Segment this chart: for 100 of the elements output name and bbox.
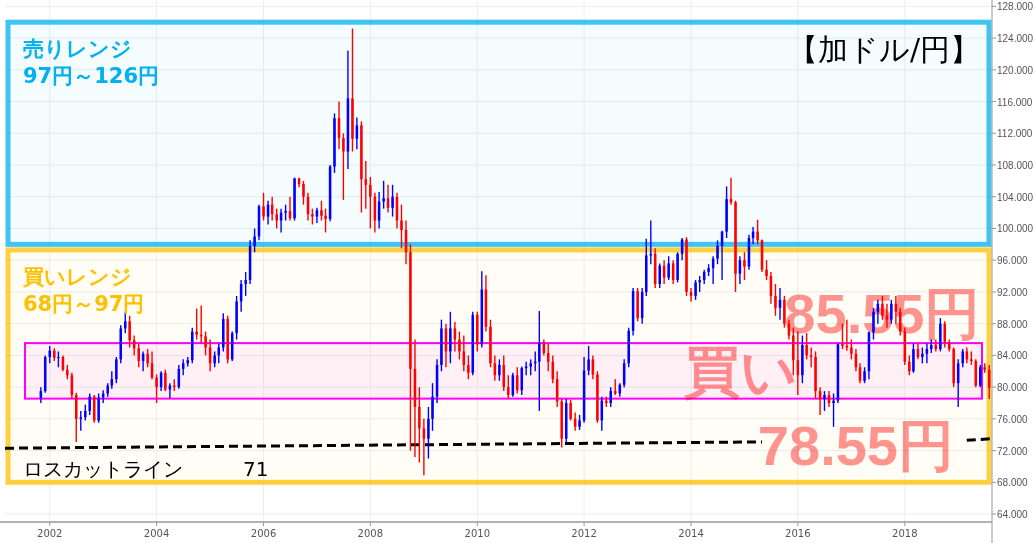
x-tick-label: 2014 bbox=[678, 528, 704, 539]
x-tick-label: 2018 bbox=[892, 528, 918, 539]
candlestick bbox=[507, 374, 510, 400]
candlestick bbox=[658, 262, 661, 289]
candlestick bbox=[391, 184, 394, 218]
y-tick-label: 76.000 bbox=[997, 413, 1029, 425]
series-label: ロスカットライン 71 bbox=[23, 457, 269, 482]
candlestick bbox=[74, 391, 78, 443]
candlestick bbox=[832, 392, 835, 428]
candlestick bbox=[351, 27, 354, 153]
candlestick bbox=[57, 350, 60, 368]
candlestick bbox=[667, 255, 670, 281]
candlestick bbox=[213, 350, 216, 368]
candlestick bbox=[743, 251, 746, 281]
candlestick bbox=[418, 386, 421, 464]
y-tick-label: 64.000 bbox=[997, 509, 1029, 521]
candlestick bbox=[609, 386, 612, 408]
candlestick bbox=[458, 330, 461, 361]
candlestick bbox=[908, 354, 911, 376]
candlestick bbox=[961, 348, 965, 368]
y-tick-label: 72.000 bbox=[997, 445, 1029, 457]
x-tick-label: 2010 bbox=[464, 528, 491, 539]
candlestick bbox=[137, 342, 140, 368]
candlestick bbox=[467, 354, 470, 380]
x-tick-label: 2004 bbox=[143, 528, 170, 539]
candlestick bbox=[694, 279, 697, 301]
x-tick-label: 2002 bbox=[37, 528, 63, 539]
x-tick-label: 2012 bbox=[571, 528, 597, 539]
candlestick bbox=[369, 176, 372, 230]
candlestick bbox=[284, 203, 287, 222]
candlestick bbox=[587, 345, 590, 376]
candlestick bbox=[342, 132, 345, 201]
candlestick bbox=[676, 251, 679, 284]
candlestick bbox=[983, 362, 986, 374]
candlestick bbox=[636, 287, 639, 322]
candlestick bbox=[498, 358, 501, 382]
candlestick bbox=[685, 236, 688, 297]
candlestick bbox=[333, 112, 336, 174]
candlestick bbox=[427, 406, 430, 460]
y-tick-label: 96.000 bbox=[997, 255, 1029, 267]
y-tick-label: 68.000 bbox=[997, 477, 1029, 489]
candlestick bbox=[538, 310, 541, 412]
annotation: 78.55円 bbox=[757, 413, 954, 477]
candlestick bbox=[164, 368, 167, 392]
candlestick bbox=[979, 364, 982, 388]
candlestick bbox=[311, 207, 314, 226]
candlestick bbox=[912, 342, 915, 374]
candlestick bbox=[734, 200, 737, 293]
candlestick bbox=[605, 395, 608, 408]
candlestick bbox=[302, 180, 305, 206]
x-tick-label: 2006 bbox=[250, 528, 277, 539]
y-tick-label: 112.000 bbox=[997, 128, 1033, 140]
candlestick bbox=[489, 319, 492, 368]
candlestick bbox=[244, 271, 247, 297]
candlestick bbox=[502, 354, 506, 392]
candlestick bbox=[716, 239, 719, 265]
candlestick bbox=[275, 207, 278, 230]
candlestick bbox=[409, 243, 412, 452]
candlestick bbox=[725, 185, 728, 239]
candlestick bbox=[235, 295, 238, 341]
y-tick-label: 108.000 bbox=[997, 160, 1034, 172]
candlestick bbox=[195, 307, 198, 341]
y-tick-label: 80.000 bbox=[997, 382, 1029, 394]
text: 【加ドル/円】 bbox=[787, 32, 980, 67]
candlestick bbox=[66, 364, 69, 380]
candlestick bbox=[360, 120, 363, 214]
candlestick bbox=[823, 390, 826, 412]
y-tick-label: 100.000 bbox=[997, 223, 1034, 235]
band-label: 買いレンジ 68円～97円 bbox=[22, 264, 145, 316]
candlestick bbox=[115, 356, 118, 384]
y-tick-label: 88.000 bbox=[997, 318, 1029, 330]
candlestick bbox=[765, 259, 768, 281]
candlestick bbox=[382, 180, 385, 210]
y-tick-label: 92.000 bbox=[997, 286, 1029, 298]
candlestick bbox=[400, 203, 403, 250]
y-tick-label: 128.000 bbox=[997, 1, 1034, 13]
candlestick bbox=[204, 330, 207, 357]
candlestick bbox=[253, 227, 256, 253]
candlestick bbox=[440, 319, 443, 372]
candlestick bbox=[814, 350, 817, 400]
candlestick bbox=[756, 219, 759, 246]
candlestick bbox=[569, 399, 572, 422]
candlestick bbox=[801, 334, 804, 384]
candlestick bbox=[596, 370, 599, 424]
y-tick-label: 116.000 bbox=[997, 96, 1033, 108]
x-tick-label: 2008 bbox=[357, 528, 384, 539]
y-tick-label: 124.000 bbox=[997, 33, 1034, 45]
band-label: 売りレンジ 97円～126円 bbox=[23, 37, 160, 89]
candlestick bbox=[449, 311, 452, 365]
candlestick bbox=[431, 382, 434, 432]
annotation: 買い bbox=[683, 339, 797, 403]
candlestick bbox=[97, 392, 100, 424]
candlestick bbox=[520, 365, 524, 396]
y-tick-label: 120.000 bbox=[997, 64, 1034, 76]
candlestick bbox=[863, 366, 866, 384]
candlestick bbox=[707, 263, 710, 277]
candlestick bbox=[128, 315, 131, 349]
candlestick bbox=[320, 200, 323, 222]
candlestick bbox=[155, 373, 158, 404]
candlestick bbox=[970, 350, 973, 366]
